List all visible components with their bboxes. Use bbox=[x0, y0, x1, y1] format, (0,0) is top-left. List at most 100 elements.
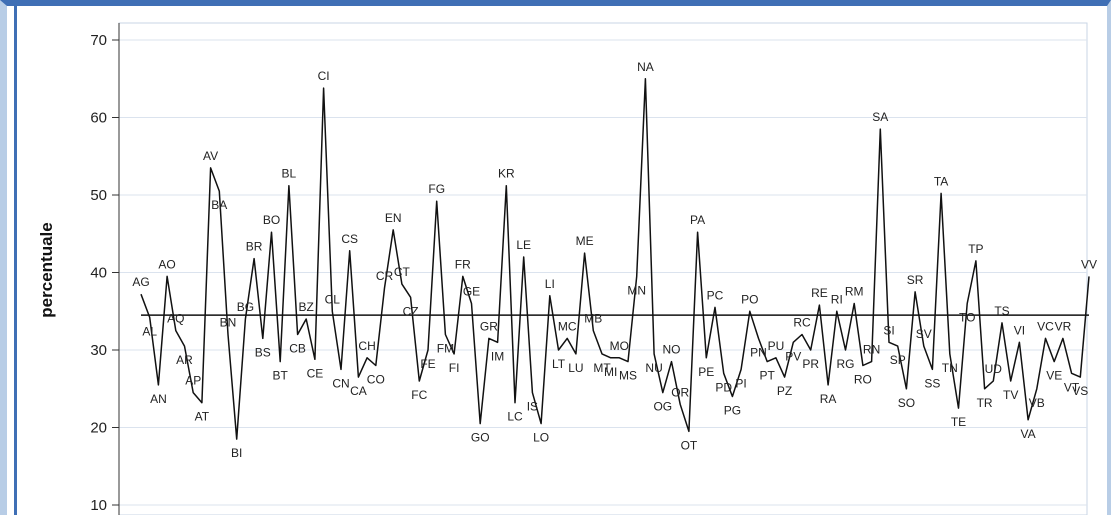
point-label: BG bbox=[237, 300, 254, 314]
point-label: PD bbox=[715, 380, 732, 394]
point-label: RN bbox=[863, 343, 880, 357]
point-label: BR bbox=[246, 240, 263, 254]
point-label: BI bbox=[231, 446, 242, 460]
point-label: BL bbox=[282, 167, 297, 181]
point-label: GO bbox=[471, 431, 490, 445]
y-tick-label: 40 bbox=[90, 265, 107, 282]
point-label: TE bbox=[951, 415, 966, 429]
point-label: TO bbox=[959, 311, 975, 325]
point-label: CI bbox=[318, 69, 330, 83]
point-label: FR bbox=[455, 257, 471, 271]
point-label: CB bbox=[289, 342, 306, 356]
point-label: LU bbox=[568, 361, 583, 375]
point-label: CE bbox=[307, 366, 324, 380]
point-label: BS bbox=[255, 345, 271, 359]
point-label: MO bbox=[610, 339, 629, 353]
point-label: AV bbox=[203, 149, 218, 163]
point-label: PV bbox=[785, 349, 801, 363]
point-label: AN bbox=[150, 392, 167, 406]
plot-area bbox=[118, 22, 1088, 515]
point-label: TA bbox=[934, 174, 948, 188]
point-label: ME bbox=[576, 234, 594, 248]
point-label: AT bbox=[195, 410, 210, 424]
y-axis-label: percentuale bbox=[37, 222, 56, 317]
point-label: LE bbox=[516, 238, 531, 252]
point-label: VV bbox=[1081, 257, 1097, 271]
point-label: SV bbox=[916, 327, 932, 341]
series-line bbox=[140, 78, 1090, 440]
point-label: PU bbox=[768, 339, 785, 353]
point-label: PR bbox=[802, 357, 819, 371]
point-label: RC bbox=[793, 316, 811, 330]
point-label: FM bbox=[437, 342, 454, 356]
y-axis-ticks: 10 20 30 40 50 60 70 bbox=[90, 32, 119, 514]
point-label: BA bbox=[211, 198, 227, 212]
point-label: LT bbox=[552, 357, 566, 371]
grid-lines bbox=[119, 39, 1087, 506]
point-label: RE bbox=[811, 286, 828, 300]
point-label: PG bbox=[724, 404, 741, 418]
point-label: GR bbox=[480, 319, 498, 333]
point-label: SR bbox=[907, 273, 924, 287]
point-label: RM bbox=[845, 285, 864, 299]
point-label: AR bbox=[176, 353, 193, 367]
point-label: RI bbox=[831, 292, 843, 306]
y-tick-label: 60 bbox=[90, 110, 107, 127]
point-label: VS bbox=[1072, 384, 1088, 398]
point-label: UD bbox=[985, 362, 1003, 376]
point-label: PO bbox=[741, 292, 758, 306]
point-label: VT bbox=[1064, 380, 1080, 394]
point-label: TN bbox=[942, 361, 958, 375]
point-label: GE bbox=[463, 285, 480, 299]
point-label: FE bbox=[420, 357, 435, 371]
point-label: NU bbox=[645, 361, 662, 375]
point-label: FC bbox=[411, 388, 427, 402]
point-label: RA bbox=[820, 392, 837, 406]
point-label: CT bbox=[394, 265, 411, 279]
point-label: TV bbox=[1003, 388, 1018, 402]
point-label: CR bbox=[376, 269, 394, 283]
point-label: SA bbox=[872, 110, 888, 124]
point-label: AL bbox=[142, 324, 157, 338]
point-label: AP bbox=[185, 374, 201, 388]
point-label: MB bbox=[584, 312, 602, 326]
point-label: RG bbox=[837, 357, 855, 371]
point-label: BO bbox=[263, 213, 280, 227]
point-label: PC bbox=[707, 288, 724, 302]
point-label: TR bbox=[977, 396, 993, 410]
point-label: CL bbox=[325, 292, 341, 306]
point-label: OT bbox=[681, 438, 698, 452]
point-label: CH bbox=[358, 339, 375, 353]
point-label: PT bbox=[760, 369, 776, 383]
point-label: SO bbox=[898, 396, 915, 410]
point-label: CN bbox=[332, 376, 349, 390]
point-label: AG bbox=[132, 275, 149, 289]
point-label: LI bbox=[545, 277, 555, 291]
point-label: VE bbox=[1046, 369, 1062, 383]
y-tick-label: 30 bbox=[90, 342, 107, 359]
point-label: BN bbox=[220, 316, 237, 330]
point-label: VC bbox=[1037, 319, 1054, 333]
point-label: CO bbox=[367, 373, 385, 387]
point-label: NA bbox=[637, 60, 654, 74]
point-label: PI bbox=[735, 376, 746, 390]
point-label: SS bbox=[924, 376, 940, 390]
point-label: VI bbox=[1014, 323, 1025, 337]
point-label: SP bbox=[890, 353, 906, 367]
y-tick-label: 20 bbox=[90, 420, 107, 437]
point-label: BZ bbox=[299, 300, 314, 314]
point-label: MC bbox=[558, 319, 577, 333]
y-tick-label: 10 bbox=[90, 497, 107, 514]
point-label: KR bbox=[498, 167, 515, 181]
point-label: PE bbox=[698, 365, 714, 379]
y-tick-label: 50 bbox=[90, 187, 107, 204]
point-label: AQ bbox=[167, 312, 184, 326]
y-tick-label: 70 bbox=[90, 32, 107, 49]
point-label: VA bbox=[1021, 427, 1036, 441]
point-label: NO bbox=[663, 343, 681, 357]
point-label: CS bbox=[341, 232, 358, 246]
point-label: AO bbox=[158, 257, 175, 271]
point-label: OG bbox=[653, 400, 672, 414]
point-label: PZ bbox=[777, 384, 792, 398]
